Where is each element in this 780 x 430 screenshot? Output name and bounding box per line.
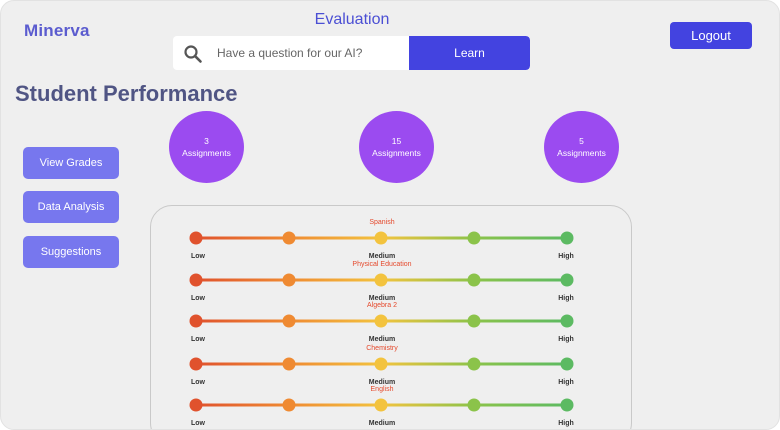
subject-scale-row: English Low Medium High — [189, 386, 574, 427]
view-grades-button[interactable]: View Grades — [23, 147, 119, 179]
scale-label-low: Low — [191, 336, 206, 343]
scale-label-low: Low — [191, 253, 206, 260]
scale-label-high: High — [558, 295, 574, 302]
suggestions-button[interactable]: Suggestions — [23, 236, 119, 268]
subject-name: Algebra 2 — [367, 302, 397, 309]
scale-point[interactable] — [467, 231, 481, 245]
scale-point[interactable] — [467, 398, 481, 412]
scale-label-high: High — [558, 379, 574, 386]
stat-label: Assignments — [182, 148, 231, 158]
page-header-title: Evaluation — [314, 11, 390, 28]
scale-point[interactable] — [374, 398, 388, 412]
scale-point[interactable] — [560, 273, 574, 287]
scale-label-high: High — [558, 253, 574, 260]
performance-panel — [150, 205, 632, 429]
learn-button[interactable]: Learn — [409, 36, 530, 70]
subject-scale-row: Physical Education Low Medium High — [189, 261, 574, 302]
scale-point[interactable] — [374, 314, 388, 328]
stat-circle: 5 Assignments — [544, 111, 619, 183]
scale-label-low: Low — [191, 379, 206, 386]
scale-point[interactable] — [189, 231, 203, 245]
scale-point[interactable] — [189, 398, 203, 412]
subject-scale-row: Spanish Low Medium High — [189, 219, 574, 260]
page-title: Student Performance — [15, 81, 238, 106]
scale-point[interactable] — [560, 398, 574, 412]
scale-label-medium: Medium — [369, 295, 395, 302]
stat-circle: 15 Assignments — [359, 111, 434, 183]
stat-value: 15 — [391, 136, 402, 146]
scale-point[interactable] — [189, 357, 203, 371]
scale-point[interactable] — [374, 273, 388, 287]
scale-point[interactable] — [189, 314, 203, 328]
scale-point[interactable] — [282, 231, 296, 245]
scale-point[interactable] — [282, 273, 296, 287]
stat-circle: 3 Assignments — [169, 111, 244, 183]
stat-value: 5 — [579, 136, 584, 146]
scale-point[interactable] — [282, 398, 296, 412]
scale-point[interactable] — [282, 357, 296, 371]
subject-name: English — [371, 386, 394, 393]
logout-button[interactable]: Logout — [670, 22, 752, 49]
scale-label-medium: Medium — [369, 336, 395, 343]
scale-point[interactable] — [374, 357, 388, 371]
search-icon[interactable] — [183, 44, 203, 64]
scale-point[interactable] — [560, 231, 574, 245]
subject-scale-row: Chemistry Low Medium High — [189, 345, 574, 386]
scale-point[interactable] — [560, 314, 574, 328]
data-analysis-button[interactable]: Data Analysis — [23, 191, 119, 223]
search-input[interactable] — [217, 36, 407, 70]
scale-point[interactable] — [467, 357, 481, 371]
scale-point[interactable] — [467, 273, 481, 287]
scale-point[interactable] — [374, 231, 388, 245]
scale-label-medium: Medium — [369, 379, 395, 386]
subject-name: Chemistry — [366, 345, 398, 352]
scale-label-low: Low — [191, 295, 206, 302]
search-bar: Learn — [173, 36, 530, 70]
scale-label-low: Low — [191, 420, 206, 427]
scale-label-medium: Medium — [369, 253, 395, 260]
stat-label: Assignments — [557, 148, 606, 158]
subject-name: Physical Education — [352, 261, 411, 268]
stat-label: Assignments — [372, 148, 421, 158]
scale-label-medium: Medium — [369, 420, 395, 427]
scale-point[interactable] — [560, 357, 574, 371]
scale-label-high: High — [558, 420, 574, 427]
app-logo: Minerva — [24, 21, 90, 40]
scale-point[interactable] — [189, 273, 203, 287]
subject-name: Spanish — [369, 219, 394, 226]
subject-scale-row: Algebra 2 Low Medium High — [189, 302, 574, 343]
scale-label-high: High — [558, 336, 574, 343]
stat-value: 3 — [204, 136, 209, 146]
scale-point[interactable] — [467, 314, 481, 328]
scale-point[interactable] — [282, 314, 296, 328]
